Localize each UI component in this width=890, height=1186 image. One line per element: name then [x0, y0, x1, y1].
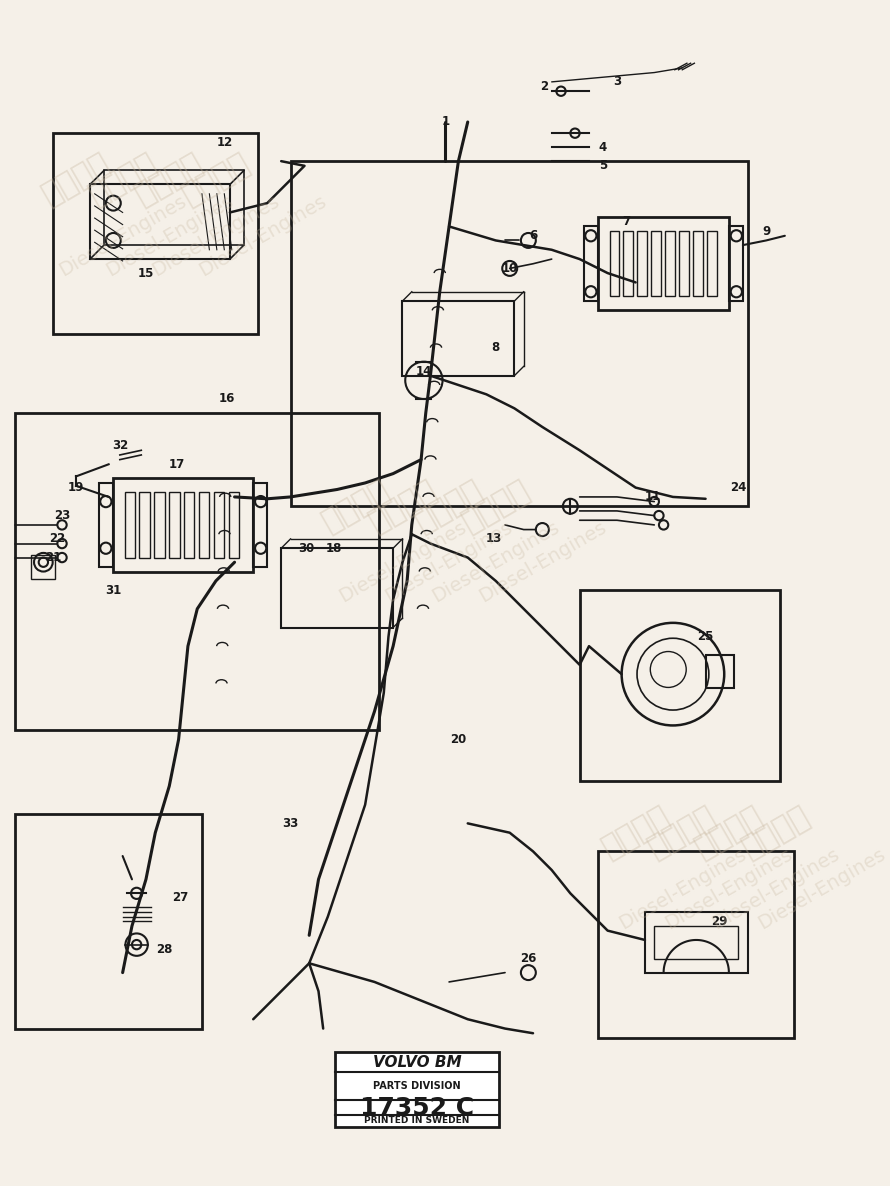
Bar: [125, 492, 134, 557]
Text: 聚友动力: 聚友动力: [737, 802, 814, 863]
Text: 24: 24: [730, 482, 747, 495]
Text: 32: 32: [112, 439, 128, 452]
Text: 11: 11: [644, 491, 660, 503]
Text: Diesel-Engines: Diesel-Engines: [336, 518, 470, 606]
Text: 23: 23: [54, 509, 70, 522]
Text: 8: 8: [491, 342, 500, 355]
Text: Diesel-Engines: Diesel-Engines: [149, 192, 283, 280]
Text: 聚友动力: 聚友动力: [643, 802, 721, 863]
Bar: [184, 492, 194, 557]
Text: Diesel-Engines: Diesel-Engines: [102, 192, 237, 280]
Text: Diesel-Engines: Diesel-Engines: [708, 844, 843, 933]
Bar: [199, 492, 209, 557]
Text: 17352 C: 17352 C: [360, 1096, 474, 1120]
Text: 聚友动力: 聚友动力: [37, 149, 115, 211]
Bar: [281, 548, 393, 627]
Text: 25: 25: [698, 630, 714, 643]
Bar: [402, 301, 514, 376]
Text: 聚友动力: 聚友动力: [84, 149, 161, 211]
Text: 9: 9: [762, 224, 771, 237]
Text: Diesel-Engines: Diesel-Engines: [55, 192, 190, 280]
Bar: [585, 227, 598, 301]
Text: 聚友动力: 聚友动力: [410, 476, 488, 537]
Text: 26: 26: [520, 952, 537, 965]
Bar: [154, 492, 165, 557]
Bar: [579, 591, 781, 782]
Bar: [15, 814, 202, 1028]
Bar: [693, 231, 703, 296]
Text: 6: 6: [529, 229, 538, 242]
Bar: [100, 483, 113, 567]
Text: 聚友动力: 聚友动力: [177, 149, 255, 211]
Text: 28: 28: [157, 943, 173, 956]
Text: 29: 29: [711, 914, 728, 927]
Text: 聚友动力: 聚友动力: [597, 802, 675, 863]
Text: Diesel-Engines: Diesel-Engines: [196, 192, 329, 280]
Bar: [214, 492, 224, 557]
Text: 27: 27: [173, 892, 189, 905]
Bar: [140, 492, 150, 557]
Text: 聚友动力: 聚友动力: [690, 802, 768, 863]
Text: PRINTED IN SWEDEN: PRINTED IN SWEDEN: [364, 1116, 470, 1126]
Bar: [666, 231, 675, 296]
Text: Diesel-Engines: Diesel-Engines: [475, 518, 610, 606]
Text: 5: 5: [599, 159, 607, 172]
Text: Diesel-Engines: Diesel-Engines: [662, 844, 796, 933]
Text: 21: 21: [45, 551, 61, 565]
Bar: [254, 483, 267, 567]
Bar: [31, 555, 55, 579]
Text: 1: 1: [441, 115, 449, 128]
Text: 4: 4: [599, 141, 607, 154]
Bar: [229, 492, 239, 557]
Text: 22: 22: [49, 533, 66, 546]
Text: 2: 2: [540, 79, 548, 93]
Text: 30: 30: [298, 542, 314, 555]
Text: 10: 10: [502, 262, 518, 275]
Bar: [651, 231, 660, 296]
Text: 31: 31: [105, 584, 121, 597]
Text: 聚友动力: 聚友动力: [364, 476, 441, 537]
Text: 14: 14: [416, 364, 432, 377]
Bar: [610, 231, 619, 296]
Text: 20: 20: [450, 733, 466, 746]
Text: 18: 18: [325, 542, 342, 555]
Bar: [598, 217, 729, 311]
Bar: [15, 413, 379, 731]
Bar: [708, 231, 716, 296]
Text: 13: 13: [486, 533, 502, 546]
Text: VOLVO BM: VOLVO BM: [373, 1054, 461, 1070]
Text: 16: 16: [219, 393, 235, 406]
Text: 19: 19: [68, 482, 85, 495]
Text: Diesel-Engines: Diesel-Engines: [382, 518, 516, 606]
Bar: [679, 231, 689, 296]
Bar: [706, 656, 733, 688]
Bar: [113, 478, 254, 572]
Bar: [624, 231, 633, 296]
Bar: [104, 171, 244, 246]
Text: 15: 15: [138, 267, 154, 280]
Bar: [90, 185, 230, 259]
Bar: [290, 161, 748, 506]
Text: PARTS DIVISION: PARTS DIVISION: [373, 1082, 461, 1091]
Bar: [637, 231, 647, 296]
Text: 33: 33: [282, 817, 299, 830]
Text: 12: 12: [217, 136, 233, 149]
Bar: [645, 912, 748, 973]
Bar: [598, 852, 794, 1038]
Text: 3: 3: [613, 76, 621, 89]
Text: Diesel-Engines: Diesel-Engines: [755, 844, 889, 933]
Bar: [336, 1052, 498, 1127]
Bar: [53, 133, 258, 333]
Text: Diesel-Engines: Diesel-Engines: [429, 518, 562, 606]
Text: 聚友动力: 聚友动力: [457, 476, 535, 537]
Text: 7: 7: [622, 216, 630, 228]
Text: 聚友动力: 聚友动力: [317, 476, 394, 537]
Text: 17: 17: [168, 458, 185, 471]
Bar: [654, 926, 738, 958]
Bar: [169, 492, 180, 557]
Text: 聚友动力: 聚友动力: [131, 149, 208, 211]
Text: Diesel-Engines: Diesel-Engines: [615, 844, 749, 933]
Bar: [729, 227, 743, 301]
